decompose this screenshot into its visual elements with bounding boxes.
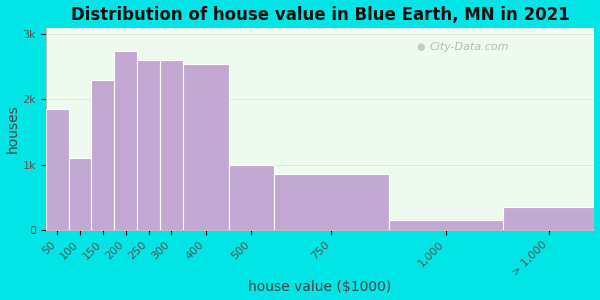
Bar xyxy=(160,60,183,230)
Bar xyxy=(274,174,389,230)
Bar xyxy=(229,164,274,230)
Bar xyxy=(137,60,160,230)
Bar xyxy=(68,158,91,230)
Bar xyxy=(91,80,114,230)
Bar xyxy=(183,64,229,230)
Bar xyxy=(503,207,595,230)
Bar xyxy=(114,51,137,230)
Text: City-Data.com: City-Data.com xyxy=(430,42,509,52)
Bar xyxy=(46,109,68,230)
Y-axis label: houses: houses xyxy=(5,104,20,153)
Text: ●: ● xyxy=(416,42,425,52)
X-axis label: house value ($1000): house value ($1000) xyxy=(248,280,392,294)
Bar xyxy=(389,220,503,230)
Title: Distribution of house value in Blue Earth, MN in 2021: Distribution of house value in Blue Eart… xyxy=(71,6,569,24)
